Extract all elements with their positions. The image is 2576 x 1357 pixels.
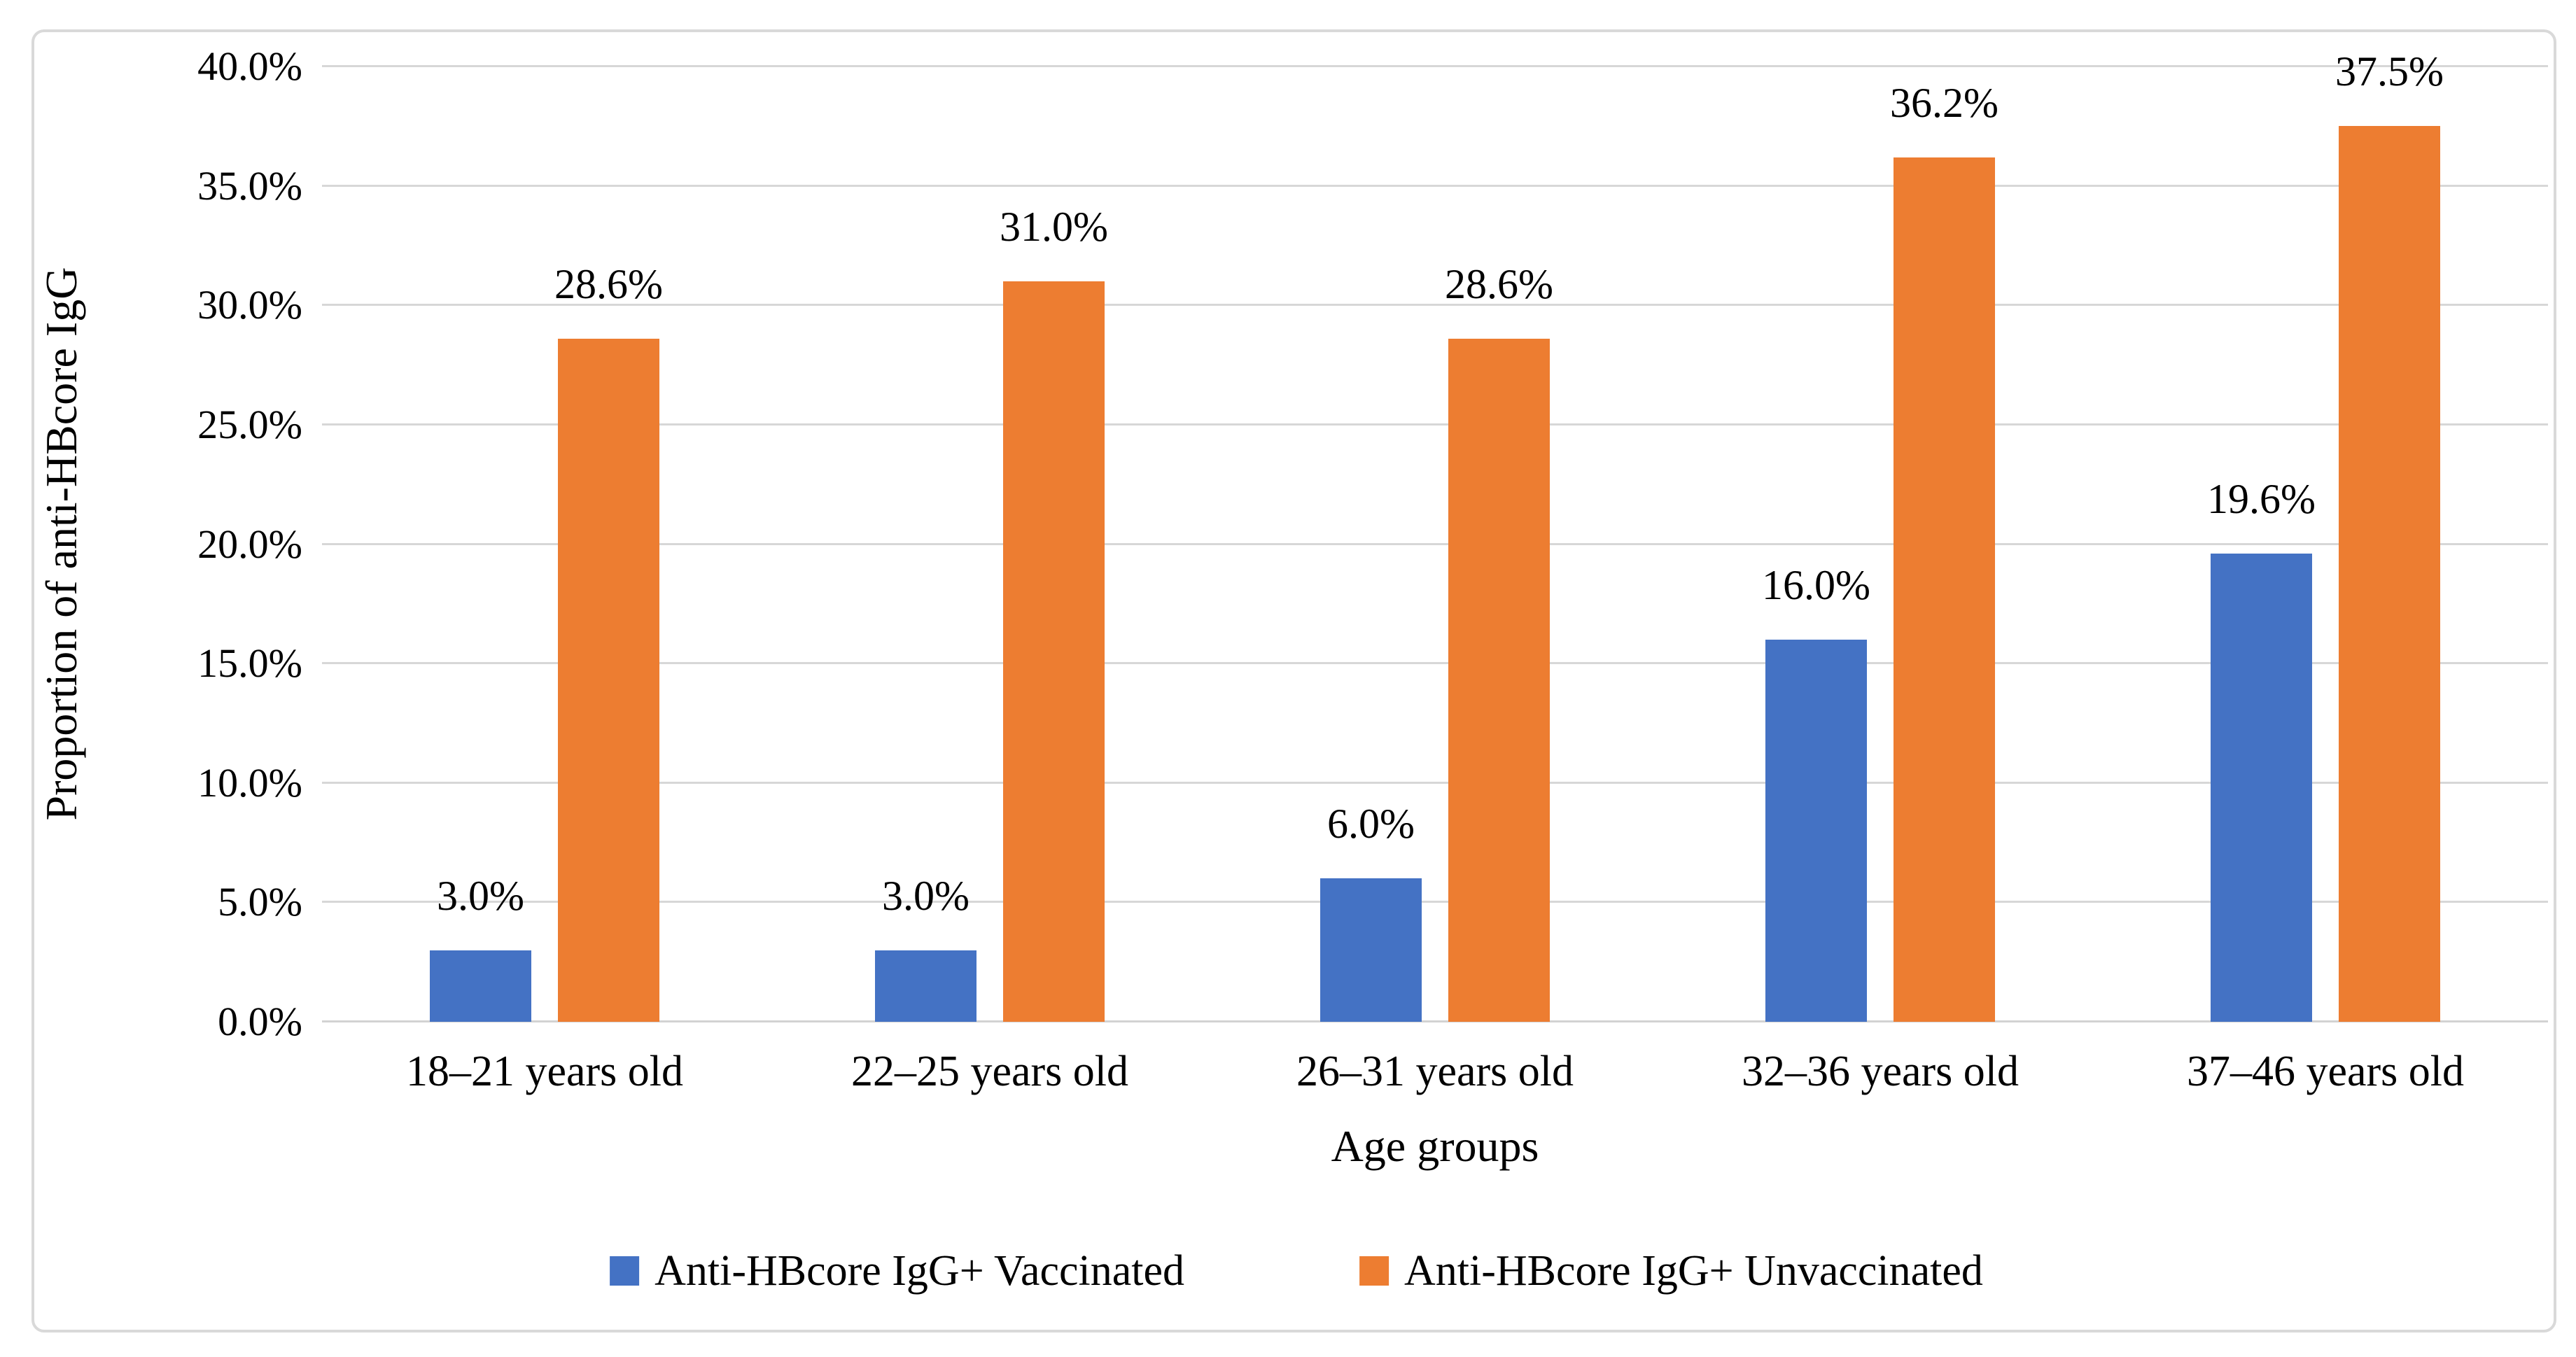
x-tick-label: 22–25 years old (850, 1048, 1129, 1095)
bar-value-label: 31.0% (1000, 204, 1108, 251)
bar-vaccinated (875, 950, 976, 1022)
legend-item-vaccinated: Anti-HBcore IgG+ Vaccinated (610, 1246, 1184, 1296)
bar-value-label: 16.0% (1762, 562, 1870, 608)
y-axis-title: Proportion of anti-HBcore IgG (36, 267, 86, 821)
gridline (322, 542, 2548, 545)
y-tick-label: 40.0% (197, 43, 302, 89)
y-tick-label: 35.0% (197, 162, 302, 209)
bar-unvaccinated (2339, 126, 2440, 1022)
bar-column: 19.6% (2207, 66, 2316, 1022)
gridline (322, 901, 2548, 904)
legend-series-label: Anti-HBcore IgG+ Vaccinated (654, 1247, 1185, 1295)
gridline (322, 65, 2548, 67)
bar-column: 16.0% (1762, 66, 1870, 1022)
gridline (322, 1020, 2548, 1022)
bar-vaccinated (1765, 640, 1867, 1022)
gridline (322, 662, 2548, 665)
legend-swatch-vaccinated (610, 1256, 640, 1286)
x-tick-label: 37–46 years old (2186, 1048, 2465, 1095)
legend-series-label: Anti-HBcore IgG+ Unvaccinated (1404, 1247, 1983, 1295)
plot-area: 3.0% 28.6% 3.0% 31.0% 6.0% 28.6% 16.0% 36.2% 19.… (322, 48, 2548, 1022)
bar-group: 3.0% 28.6% (322, 66, 767, 1022)
bar-column: 28.6% (554, 66, 663, 1022)
bar-value-label: 36.2% (1890, 79, 1998, 126)
bar-column: 28.6% (1445, 66, 1553, 1022)
bar-value-label: 6.0% (1327, 801, 1415, 848)
bar-value-label: 28.6% (554, 261, 663, 308)
x-tick-label: 32–36 years old (1741, 1048, 2019, 1095)
bar-value-label: 3.0% (437, 872, 524, 919)
bar-column: 36.2% (1890, 66, 1998, 1022)
x-tick-label: 18–21 years old (405, 1048, 684, 1095)
legend-swatch-unvaccinated (1359, 1256, 1390, 1286)
gridline (322, 781, 2548, 784)
y-tick-label: 0.0% (218, 999, 302, 1044)
legend: Anti-HBcore IgG+ Vaccinated Anti-HBcore I… (610, 1246, 1983, 1296)
y-tick-label: 15.0% (197, 640, 302, 687)
bar-unvaccinated (1893, 157, 1995, 1022)
x-tick-label: 26–31 years old (1296, 1048, 1574, 1095)
bar-column: 3.0% (430, 66, 531, 1022)
bar-group: 19.6% 37.5% (2103, 48, 2548, 1022)
bar-value-label: 19.6% (2207, 476, 2316, 523)
bar-group: 3.0% 31.0% (767, 66, 1212, 1022)
bar-value-label: 3.0% (882, 872, 969, 919)
bar-column: 6.0% (1320, 66, 1422, 1022)
bar-vaccinated (2211, 554, 2312, 1022)
bar-column: 31.0% (1000, 66, 1108, 1022)
bar-value-label: 28.6% (1445, 261, 1553, 308)
y-tick-label: 25.0% (197, 401, 302, 447)
bar-value-label: 37.5% (2335, 48, 2444, 95)
bar-unvaccinated (1003, 281, 1105, 1022)
bar-unvaccinated (558, 339, 659, 1022)
bar-group: 16.0% 36.2% (1658, 66, 2103, 1022)
bar-vaccinated (1320, 878, 1422, 1022)
bar-group: 6.0% 28.6% (1212, 66, 1658, 1022)
y-tick-label: 10.0% (197, 759, 302, 806)
bar-vaccinated (430, 950, 531, 1022)
chart-border (31, 29, 2556, 1333)
y-tick-label: 5.0% (218, 879, 302, 925)
gridline (322, 184, 2548, 187)
x-axis-title: Age groups (1331, 1121, 1539, 1171)
gridline (322, 304, 2548, 307)
bar-column: 37.5% (2335, 48, 2444, 1022)
bar-unvaccinated (1448, 339, 1550, 1022)
y-tick-label: 20.0% (197, 521, 302, 567)
bar-column: 3.0% (875, 66, 976, 1022)
y-tick-label: 30.0% (197, 282, 302, 328)
gridline (322, 423, 2548, 426)
legend-item-unvaccinated: Anti-HBcore IgG+ Unvaccinated (1359, 1246, 1983, 1296)
